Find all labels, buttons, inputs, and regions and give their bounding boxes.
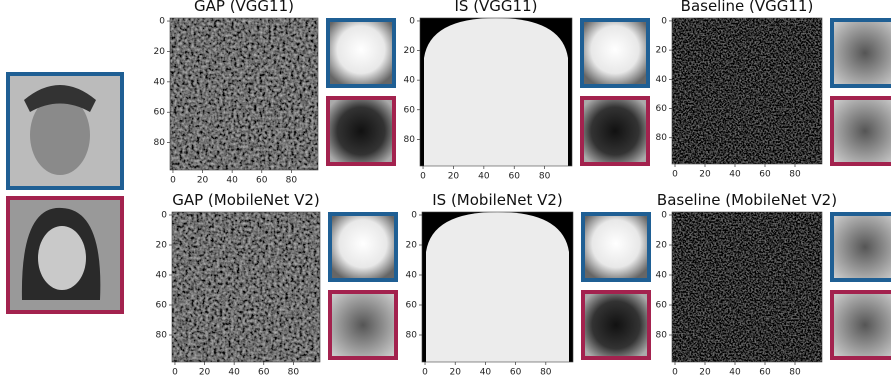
y-tick-label: 40 [656, 271, 668, 281]
x-tick-label: 80 [539, 172, 551, 182]
y-tick-label: 0 [409, 16, 415, 26]
thumbnail-red [832, 98, 891, 164]
x-tick-label: 60 [759, 170, 771, 180]
page: GAP (VGG11) 0 20 40 60 80 0 20 40 60 80 IS (VGG11) 0… [0, 0, 891, 381]
x-tick-label: 40 [226, 176, 238, 186]
y-tick-label: 40 [656, 75, 668, 85]
x-tick-label: 80 [789, 368, 801, 378]
y-tick-label: 40 [406, 271, 418, 281]
heatmap-texture [672, 212, 822, 362]
x-tick-label: 20 [199, 368, 211, 378]
x-tick-label: 80 [789, 170, 801, 180]
heatmap-texture [172, 212, 320, 362]
x-tick-label: 0 [672, 170, 678, 180]
x-tick-label: 60 [509, 172, 521, 182]
heatmap-texture [170, 18, 318, 170]
x-tick-label: 20 [699, 368, 711, 378]
thumbnail-blue [582, 20, 648, 86]
panel-title: IS (VGG11) [454, 0, 537, 15]
x-tick-label: 0 [420, 172, 426, 182]
y-tick-label: 80 [406, 331, 418, 341]
y-tick-label: 20 [656, 46, 668, 56]
y-tick-label: 60 [406, 301, 418, 311]
y-tick-label: 60 [656, 301, 668, 311]
face-shape [38, 226, 86, 290]
thumbnail-red [330, 292, 396, 358]
y-tick-label: 60 [156, 301, 168, 311]
y-tick-label: 80 [656, 133, 668, 143]
panel-title: Baseline (MobileNet V2) [657, 191, 837, 209]
heatmap-texture [672, 18, 822, 164]
y-tick-label: 40 [154, 77, 166, 87]
x-tick-label: 80 [288, 368, 300, 378]
y-tick-label: 20 [156, 241, 168, 251]
thumbnail-red [583, 292, 649, 358]
thumbnail-blue [832, 20, 891, 86]
thumbnail-blue [832, 214, 891, 280]
x-tick-label: 0 [422, 368, 428, 378]
x-tick-label: 60 [510, 368, 522, 378]
heatmap-region [426, 212, 569, 362]
thumbnail-blue [330, 214, 396, 280]
y-tick-label: 80 [154, 138, 166, 148]
face-images [8, 74, 122, 312]
panel-title: GAP (VGG11) [194, 0, 294, 15]
x-tick-label: 40 [480, 368, 492, 378]
x-tick-label: 60 [258, 368, 270, 378]
x-tick-label: 0 [170, 176, 176, 186]
y-tick-label: 40 [156, 271, 168, 281]
x-tick-label: 40 [478, 172, 490, 182]
x-tick-label: 40 [729, 368, 741, 378]
y-tick-label: 0 [661, 16, 667, 26]
panel-title: GAP (MobileNet V2) [172, 191, 320, 209]
y-tick-label: 80 [656, 331, 668, 341]
y-tick-label: 20 [154, 47, 166, 57]
y-tick-label: 0 [161, 211, 167, 221]
thumbnail-red [328, 98, 394, 164]
thumbnail-blue [328, 20, 394, 86]
x-tick-label: 80 [540, 368, 552, 378]
figure: GAP (VGG11) 0 20 40 60 80 0 20 40 60 80 IS (VGG11) 0… [0, 0, 891, 381]
thumbnail-blue [583, 214, 649, 280]
y-tick-label: 20 [404, 46, 416, 56]
x-tick-label: 80 [286, 176, 298, 186]
x-tick-label: 60 [256, 176, 268, 186]
thumbnail-red [582, 98, 648, 164]
x-tick-label: 20 [699, 170, 711, 180]
y-tick-label: 80 [156, 331, 168, 341]
x-tick-label: 0 [672, 368, 678, 378]
x-tick-label: 40 [729, 170, 741, 180]
y-tick-label: 0 [661, 211, 667, 221]
y-tick-label: 60 [154, 108, 166, 118]
y-tick-label: 60 [656, 104, 668, 114]
x-tick-label: 20 [197, 176, 209, 186]
panel-title: Baseline (VGG11) [681, 0, 814, 15]
y-tick-label: 80 [404, 135, 416, 145]
y-tick-label: 20 [406, 241, 418, 251]
panel-title: IS (MobileNet V2) [432, 191, 563, 209]
x-tick-label: 0 [172, 368, 178, 378]
x-tick-label: 60 [759, 368, 771, 378]
y-tick-label: 0 [411, 211, 417, 221]
y-tick-label: 20 [656, 241, 668, 251]
thumbnail-red [832, 292, 891, 358]
y-tick-label: 60 [404, 105, 416, 115]
heatmap-region [424, 18, 568, 166]
x-tick-label: 20 [448, 172, 460, 182]
y-tick-label: 0 [159, 17, 165, 27]
x-tick-label: 40 [228, 368, 240, 378]
y-tick-label: 40 [404, 76, 416, 86]
x-tick-label: 20 [449, 368, 461, 378]
